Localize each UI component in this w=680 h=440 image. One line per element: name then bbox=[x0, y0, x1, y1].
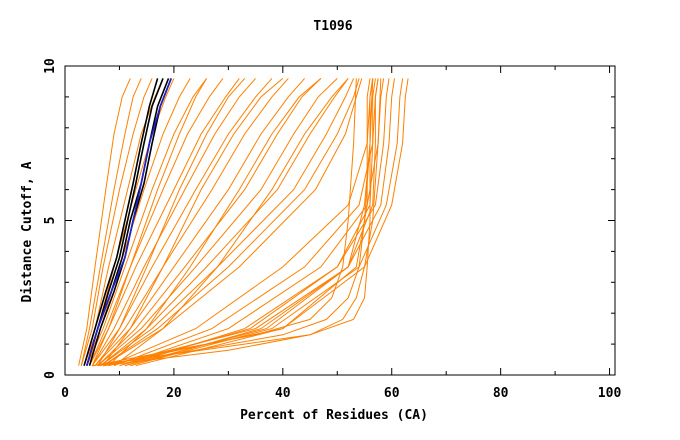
series-line-black bbox=[83, 78, 159, 366]
series-line-orange bbox=[94, 78, 289, 367]
series-line-orange bbox=[124, 78, 390, 367]
series-line-orange bbox=[97, 78, 374, 367]
series-line-orange bbox=[97, 78, 322, 367]
y-tick-label: 0 bbox=[43, 371, 58, 379]
series-line-orange bbox=[86, 78, 208, 366]
series-line-orange bbox=[97, 78, 338, 367]
y-axis-label: Distance Cutoff, A bbox=[20, 161, 35, 302]
series-line-orange bbox=[100, 78, 349, 367]
series-line-orange bbox=[80, 78, 153, 366]
series-line-orange bbox=[92, 78, 374, 367]
series-line-orange bbox=[91, 78, 208, 366]
x-tick-label: 20 bbox=[166, 386, 182, 401]
series-line-orange bbox=[113, 78, 349, 367]
ticks-layer: 0 20 40 60 80 100 0 5 10 bbox=[43, 58, 621, 401]
series-line-orange bbox=[89, 78, 224, 366]
series-line-orange bbox=[91, 78, 256, 366]
series-layer bbox=[78, 78, 409, 367]
series-line-black bbox=[86, 78, 164, 366]
series-line-orange bbox=[92, 78, 357, 367]
x-tick-label: 100 bbox=[598, 386, 622, 401]
series-line-orange bbox=[135, 78, 409, 367]
series-line-blue bbox=[86, 78, 172, 366]
x-axis-label: Percent of Residues (CA) bbox=[240, 408, 428, 423]
x-tick-label: 40 bbox=[275, 386, 291, 401]
series-line-orange bbox=[124, 78, 379, 367]
series-line-orange bbox=[108, 78, 374, 367]
x-tick-label: 60 bbox=[384, 386, 400, 401]
y-tick-label: 10 bbox=[43, 58, 58, 74]
chart-title: T1096 bbox=[313, 19, 352, 34]
series-line-orange bbox=[97, 78, 246, 366]
plot-frame bbox=[64, 65, 616, 376]
series-line-orange bbox=[78, 78, 131, 366]
series-line-orange bbox=[80, 78, 142, 366]
series-line-orange bbox=[100, 78, 355, 367]
series-line-orange bbox=[108, 78, 322, 367]
y-tick-label: 5 bbox=[43, 217, 58, 225]
series-line-orange bbox=[130, 78, 404, 367]
x-tick-label: 80 bbox=[493, 386, 509, 401]
series-line-orange bbox=[103, 78, 382, 367]
series-line-orange bbox=[130, 78, 395, 367]
series-line-orange bbox=[102, 78, 360, 367]
series-line-orange bbox=[102, 78, 284, 366]
x-tick-label: 0 bbox=[61, 386, 69, 401]
series-line-orange bbox=[102, 78, 363, 367]
